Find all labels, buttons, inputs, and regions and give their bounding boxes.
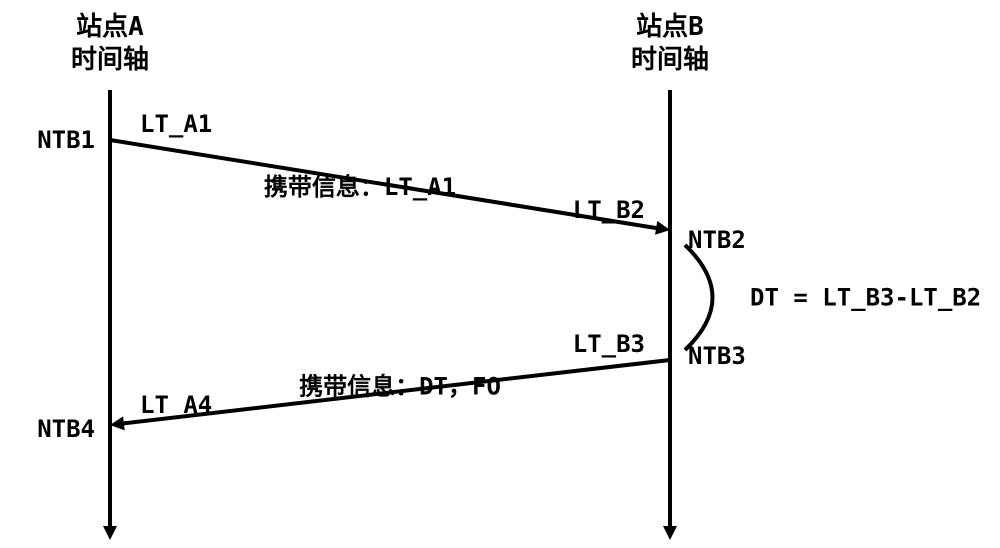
station-a-header-2: 时间轴 [71,45,149,75]
ntb3-label: NTB3 [688,342,746,370]
dt-arc [685,245,713,350]
lt-a1-label: LT_A1 [140,110,212,138]
ntb2-label: NTB2 [688,226,746,254]
arrowhead [110,416,125,430]
arrowhead [663,526,677,540]
msg2-carry: 携带信息：DT，FO [299,373,501,401]
lt-a4-label: LT_A4 [140,391,212,419]
ntb1-label: NTB1 [37,126,95,154]
arrowhead [655,221,670,235]
station-b-header-2: 时间轴 [631,45,709,75]
station-b-header-1: 站点B [636,11,704,42]
dt-formula: DT = LT_B3-LT_B2 [750,284,981,312]
msg1-carry: 携带信息：LT_A1 [264,173,456,201]
ntb4-label: NTB4 [37,415,95,443]
lt-b3-label: LT_B3 [573,330,645,358]
lt-b2-label: LT_B2 [573,196,645,224]
arrowhead [103,526,117,540]
station-a-header-1: 站点A [76,11,144,42]
